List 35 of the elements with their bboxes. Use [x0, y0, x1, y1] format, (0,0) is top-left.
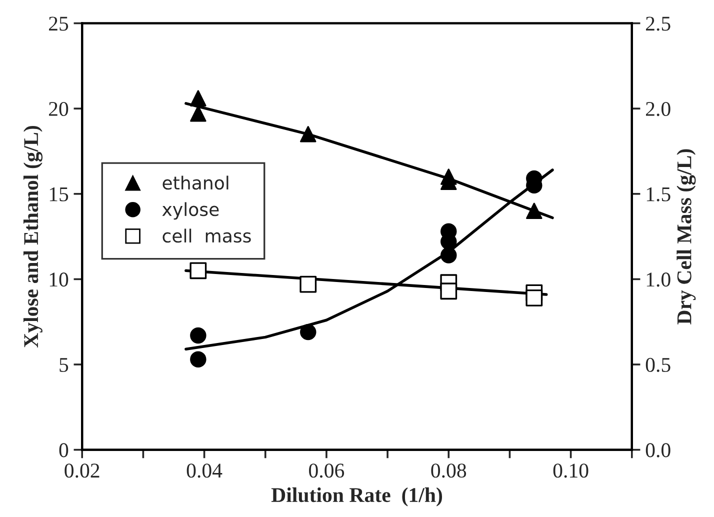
y2-tick-label: 2.0: [646, 102, 670, 116]
x-tick-label: 0.02: [64, 464, 100, 478]
y-tick-label: 0: [59, 443, 68, 458]
x-axis-title: Dilution Rate (1/h): [271, 487, 442, 506]
y2-tick-label: 2.5: [646, 16, 670, 31]
point: [440, 282, 458, 300]
point: [190, 327, 206, 344]
point: [300, 324, 316, 340]
legend-label: cell mass: [162, 228, 251, 243]
point: [526, 290, 543, 306]
y-tick-label: 10: [50, 272, 68, 287]
x-tick-label: 0.08: [431, 464, 466, 478]
y2-tick-label: 0.0: [646, 443, 670, 458]
point: [300, 276, 317, 293]
point: [526, 202, 542, 220]
point: [190, 351, 206, 368]
point: [190, 90, 206, 106]
point: [440, 247, 457, 264]
y-tick-label: 15: [50, 187, 68, 202]
y-tick-label: 25: [48, 16, 68, 31]
y2-axis-title: Dry Cell Mass (g/L): [676, 149, 696, 324]
x-tick-label: 0.04: [186, 464, 222, 478]
y2-tick-label: 1.0: [646, 272, 670, 287]
legend-label: xylose: [162, 202, 219, 220]
legend-label: ethanol: [162, 176, 228, 190]
y2-tick-label: 0.5: [646, 358, 670, 372]
y-tick-label: 5: [60, 358, 68, 372]
y2-tick-label: 1.5: [646, 187, 670, 202]
x-tick-label: 0.10: [553, 464, 588, 478]
y-axis-title: Xylose and Ethanol (g/L): [23, 126, 43, 348]
point: [300, 126, 316, 142]
y-tick-label: 20: [48, 102, 68, 116]
x-tick-label: 0.06: [309, 464, 344, 478]
point: [190, 262, 207, 280]
point: [190, 106, 206, 122]
